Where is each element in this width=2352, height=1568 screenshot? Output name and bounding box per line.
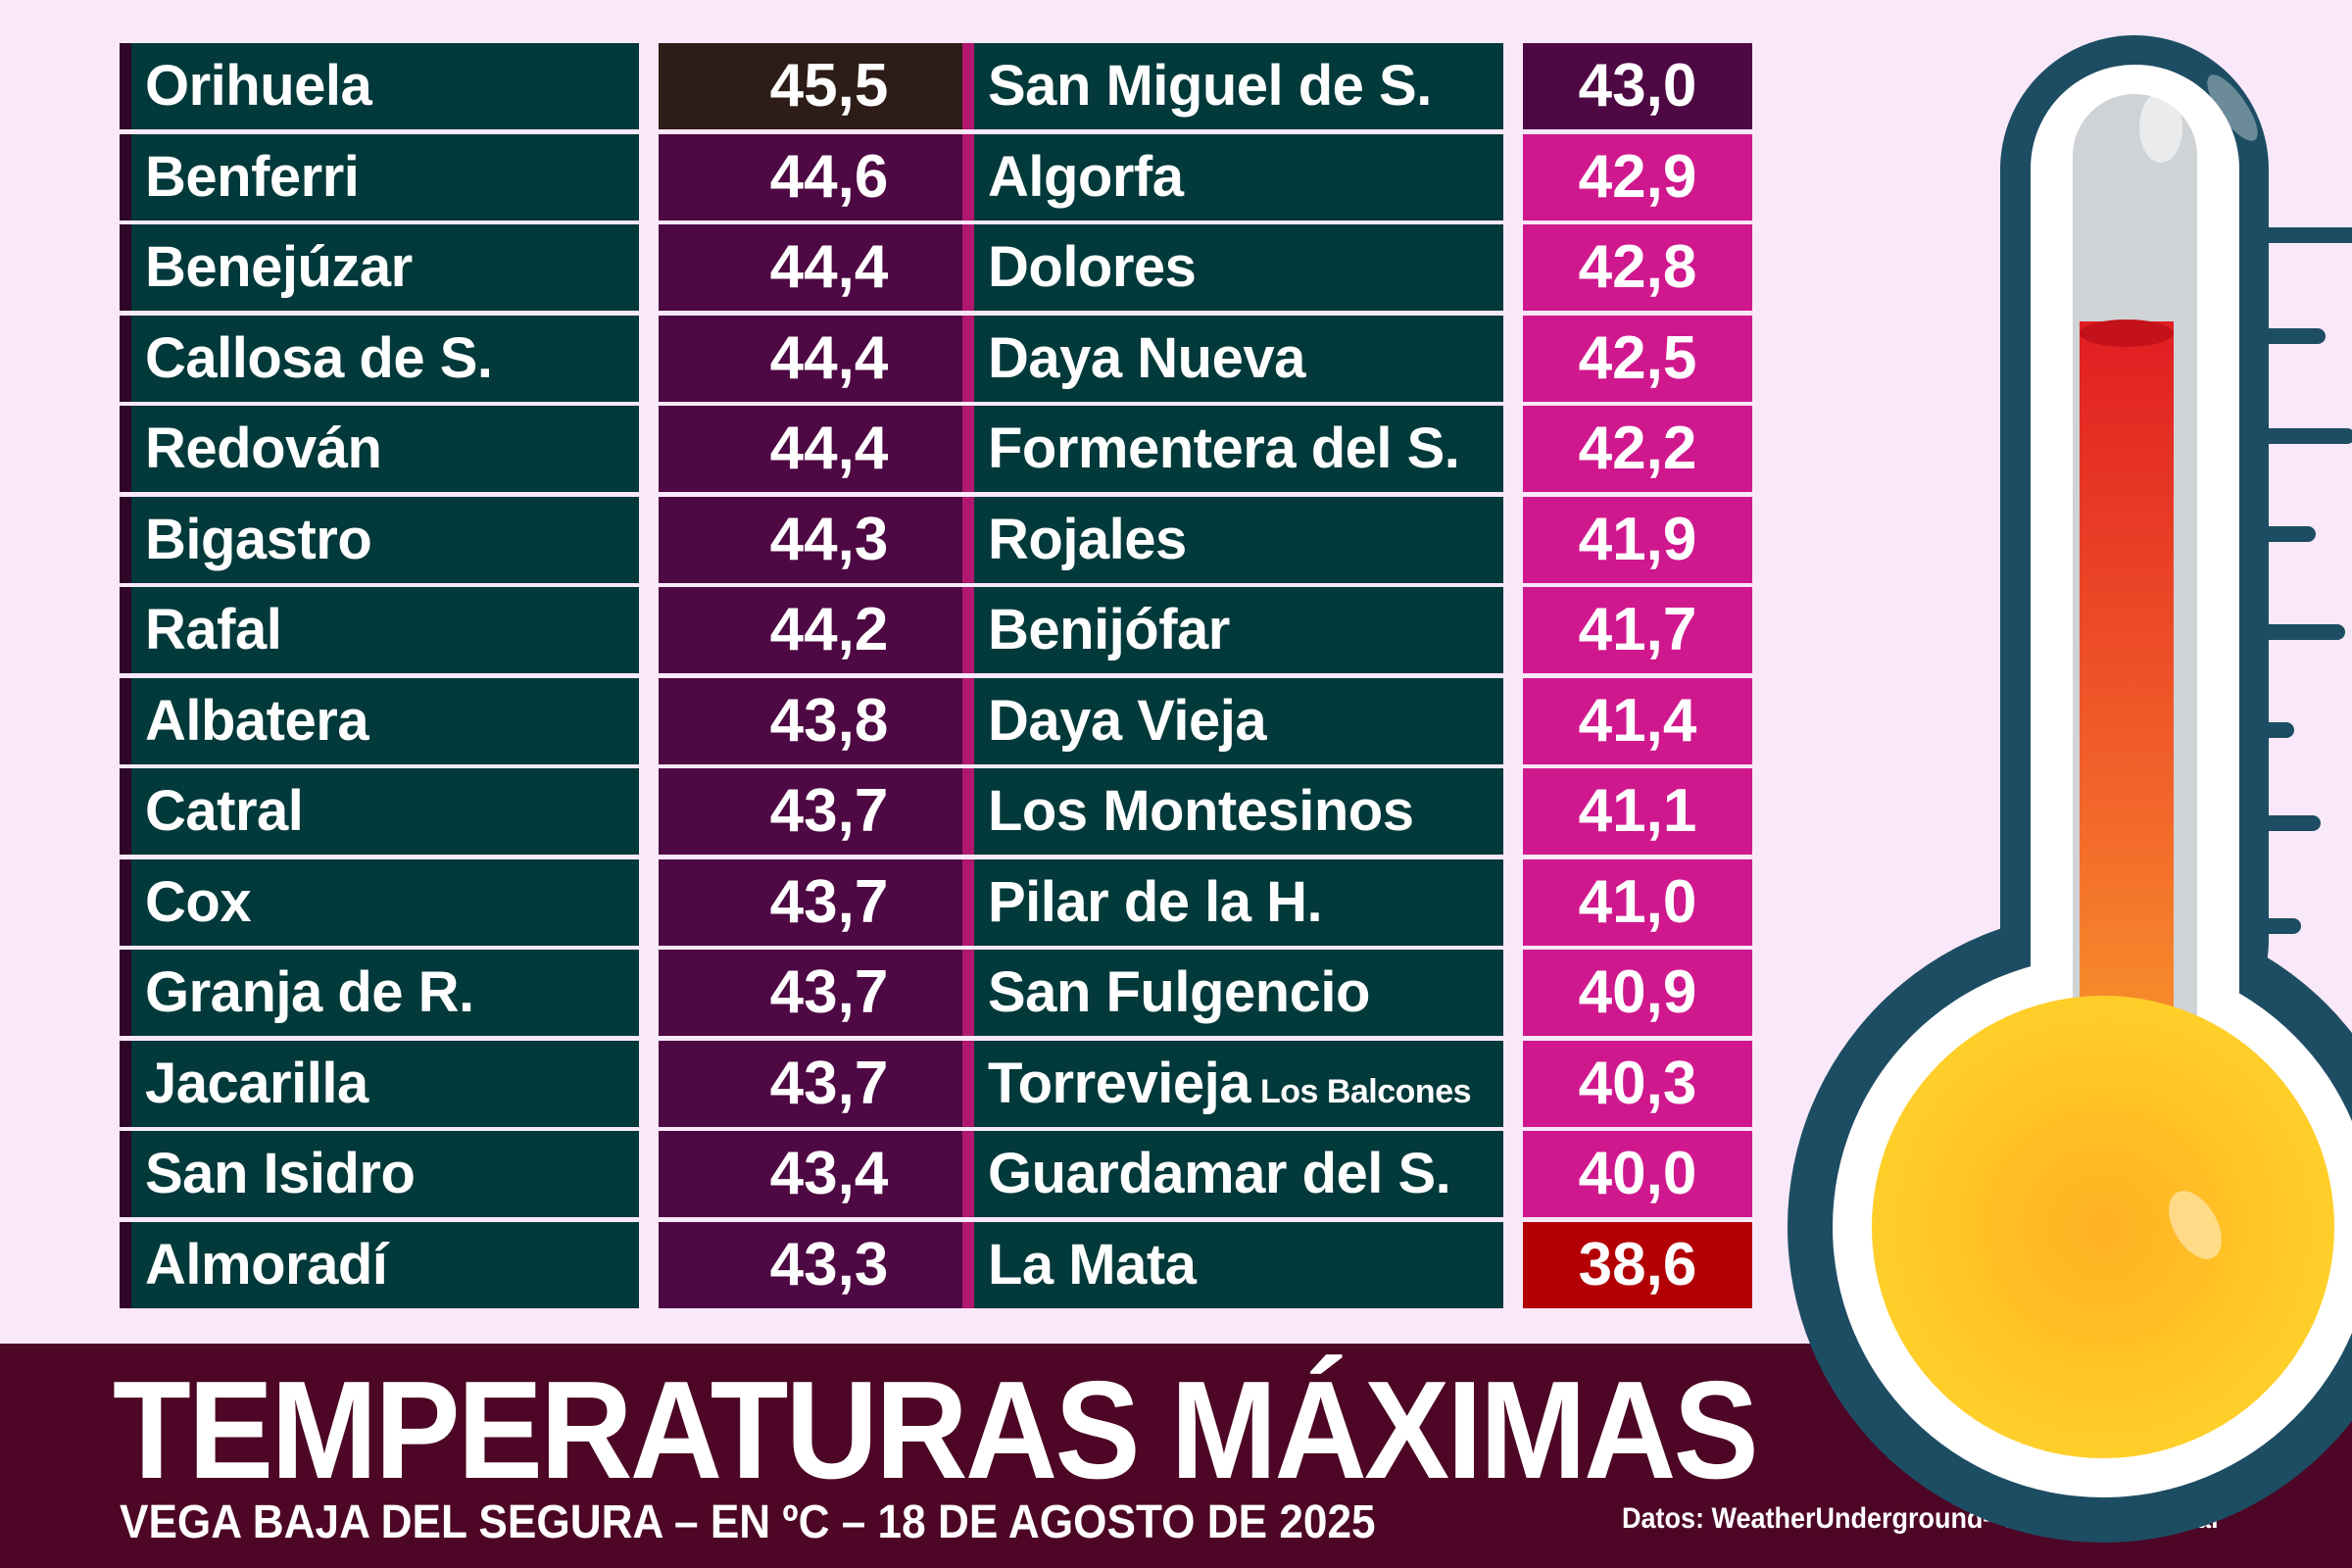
temperature-value: 41,4 bbox=[1523, 677, 1752, 764]
town-name-label: Daya Vieja bbox=[988, 688, 1267, 753]
town-name-label: La Mata bbox=[988, 1232, 1197, 1297]
town-name-label: Redován bbox=[145, 416, 382, 480]
town-name: Benijófar bbox=[962, 587, 1503, 673]
town-name-label: Bigastro bbox=[145, 507, 372, 571]
town-name: Callosa de S. bbox=[120, 315, 639, 402]
town-name: Redován bbox=[120, 406, 639, 492]
town-name: Torrevieja Los Balcones bbox=[962, 1040, 1503, 1127]
temperature-value: 44,2 bbox=[659, 587, 1000, 673]
town-name: La Mata bbox=[962, 1221, 1503, 1308]
town-name-label: San Miguel de S. bbox=[988, 54, 1432, 118]
town-name: Bigastro bbox=[120, 496, 639, 583]
temperature-value: 42,5 bbox=[1523, 315, 1752, 402]
town-name: San Fulgencio bbox=[962, 950, 1503, 1036]
town-name: Rafal bbox=[120, 587, 639, 673]
town-name: Los Montesinos bbox=[962, 768, 1503, 855]
town-name-label: Pilar de la H. bbox=[988, 869, 1323, 934]
town-name: Orihuela bbox=[120, 43, 639, 129]
town-name-label: Rafal bbox=[145, 598, 282, 662]
town-name-label: Catral bbox=[145, 779, 304, 843]
temperature-value: 44,6 bbox=[659, 133, 1000, 220]
temperature-value: 43,4 bbox=[659, 1131, 1000, 1217]
town-name: Benejúzar bbox=[120, 224, 639, 311]
town-name-label: Formentera del S. bbox=[988, 416, 1460, 480]
temperature-value: 43,7 bbox=[659, 768, 1000, 855]
temperature-value: 40,3 bbox=[1523, 1040, 1752, 1127]
temperature-value: 38,6 bbox=[1523, 1221, 1752, 1308]
town-name-label: Rojales bbox=[988, 507, 1187, 571]
temperature-value: 43,0 bbox=[1523, 43, 1752, 129]
town-name: Catral bbox=[120, 768, 639, 855]
town-name-label: Daya Nueva bbox=[988, 325, 1305, 390]
town-name-label: Dolores bbox=[988, 235, 1197, 299]
town-name-label: Benferri bbox=[145, 144, 360, 209]
temperature-value: 41,7 bbox=[1523, 587, 1752, 673]
town-name: Albatera bbox=[120, 677, 639, 764]
town-name: San Isidro bbox=[120, 1131, 639, 1217]
temperature-value: 41,0 bbox=[1523, 858, 1752, 946]
town-name: Daya Vieja bbox=[962, 677, 1503, 764]
chart-subtitle: VEGA BAJA DEL SEGURA – EN ºC – 18 DE AGO… bbox=[120, 1496, 1376, 1548]
town-name-sub: Los Balcones bbox=[1259, 1072, 1472, 1110]
town-name-label: Benijófar bbox=[988, 598, 1230, 662]
temperature-value: 43,7 bbox=[659, 950, 1000, 1036]
town-name: Daya Nueva bbox=[962, 315, 1503, 402]
temperature-value: 44,4 bbox=[659, 406, 1000, 492]
town-name-label: Guardamar del S. bbox=[988, 1142, 1451, 1205]
scale-ticks bbox=[2251, 227, 2352, 1032]
temperature-value: 40,9 bbox=[1523, 950, 1752, 1036]
temperature-value: 44,4 bbox=[659, 315, 1000, 402]
temperature-value: 42,8 bbox=[1523, 224, 1752, 311]
town-name: Algorfa bbox=[962, 133, 1503, 220]
town-name: Dolores bbox=[962, 224, 1503, 311]
town-name-label: Cox bbox=[145, 869, 252, 934]
town-name-label: Jacarilla bbox=[145, 1051, 368, 1115]
town-name: Guardamar del S. bbox=[962, 1131, 1503, 1217]
town-name-label: Orihuela bbox=[145, 54, 372, 118]
temperature-value: 43,8 bbox=[659, 677, 1000, 764]
town-name-label: Torrevieja bbox=[988, 1051, 1250, 1115]
town-name-label: Benejúzar bbox=[145, 235, 413, 299]
town-name: Pilar de la H. bbox=[962, 858, 1503, 946]
temperature-value: 44,3 bbox=[659, 496, 1000, 583]
town-name: Cox bbox=[120, 858, 639, 946]
town-name: Rojales bbox=[962, 496, 1503, 583]
town-name-label: Albatera bbox=[145, 688, 369, 753]
town-name-label: Granja de R. bbox=[145, 960, 474, 1024]
town-name: Benferri bbox=[120, 133, 639, 220]
temperature-value: 41,9 bbox=[1523, 496, 1752, 583]
town-name: Almoradí bbox=[120, 1221, 639, 1308]
town-name-label: Algorfa bbox=[988, 144, 1184, 209]
town-name: Jacarilla bbox=[120, 1040, 639, 1127]
chart-title: TEMPERATURAS MÁXIMAS bbox=[113, 1352, 1759, 1508]
temperature-value: 41,1 bbox=[1523, 768, 1752, 855]
temperature-value: 44,4 bbox=[659, 224, 1000, 311]
town-name-label: Callosa de S. bbox=[145, 325, 493, 390]
town-name-label: San Isidro bbox=[145, 1142, 416, 1205]
temperature-value: 40,0 bbox=[1523, 1131, 1752, 1217]
thermometer-icon bbox=[1788, 35, 2352, 1543]
town-name: Granja de R. bbox=[120, 950, 639, 1036]
town-name: San Miguel de S. bbox=[962, 43, 1503, 129]
town-name-label: Los Montesinos bbox=[988, 779, 1414, 843]
temperature-value: 43,7 bbox=[659, 858, 1000, 946]
town-name-label: Almoradí bbox=[145, 1232, 388, 1297]
town-name-label: San Fulgencio bbox=[988, 960, 1370, 1024]
temperature-value: 42,2 bbox=[1523, 406, 1752, 492]
temperature-value: 45,5 bbox=[659, 43, 1000, 129]
temperature-value: 43,7 bbox=[659, 1040, 1000, 1127]
temperature-value: 43,3 bbox=[659, 1221, 1000, 1308]
town-name: Formentera del S. bbox=[962, 406, 1503, 492]
temperature-value: 42,9 bbox=[1523, 133, 1752, 220]
